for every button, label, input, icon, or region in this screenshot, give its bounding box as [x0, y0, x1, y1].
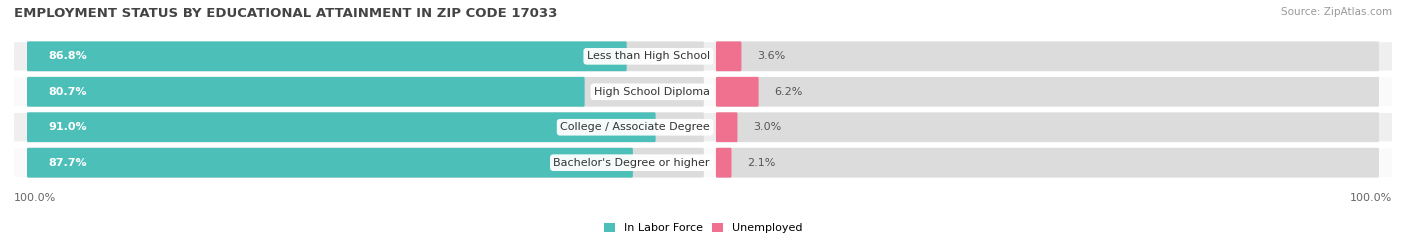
Text: 80.7%: 80.7% [48, 87, 87, 97]
FancyBboxPatch shape [27, 148, 704, 178]
FancyBboxPatch shape [27, 112, 655, 142]
FancyBboxPatch shape [27, 77, 585, 107]
Text: 3.6%: 3.6% [756, 51, 786, 61]
FancyBboxPatch shape [716, 77, 759, 107]
Text: Less than High School: Less than High School [586, 51, 710, 61]
FancyBboxPatch shape [14, 113, 1392, 141]
FancyBboxPatch shape [14, 148, 1392, 177]
FancyBboxPatch shape [27, 41, 627, 71]
FancyBboxPatch shape [716, 41, 1379, 71]
FancyBboxPatch shape [27, 41, 704, 71]
Text: 100.0%: 100.0% [1350, 193, 1392, 203]
Text: 87.7%: 87.7% [48, 158, 87, 168]
Text: 86.8%: 86.8% [48, 51, 87, 61]
FancyBboxPatch shape [27, 112, 704, 142]
Legend: In Labor Force, Unemployed: In Labor Force, Unemployed [599, 218, 807, 233]
Text: 6.2%: 6.2% [775, 87, 803, 97]
FancyBboxPatch shape [716, 41, 741, 71]
Text: College / Associate Degree: College / Associate Degree [560, 122, 710, 132]
Text: 3.0%: 3.0% [754, 122, 782, 132]
Text: EMPLOYMENT STATUS BY EDUCATIONAL ATTAINMENT IN ZIP CODE 17033: EMPLOYMENT STATUS BY EDUCATIONAL ATTAINM… [14, 7, 557, 20]
FancyBboxPatch shape [716, 112, 1379, 142]
Text: 2.1%: 2.1% [747, 158, 776, 168]
FancyBboxPatch shape [716, 148, 731, 178]
Text: High School Diploma: High School Diploma [593, 87, 710, 97]
FancyBboxPatch shape [14, 78, 1392, 106]
Text: 100.0%: 100.0% [14, 193, 56, 203]
Text: Source: ZipAtlas.com: Source: ZipAtlas.com [1281, 7, 1392, 17]
FancyBboxPatch shape [27, 77, 704, 107]
FancyBboxPatch shape [716, 148, 1379, 178]
Text: 91.0%: 91.0% [48, 122, 87, 132]
FancyBboxPatch shape [27, 148, 633, 178]
Text: Bachelor's Degree or higher: Bachelor's Degree or higher [554, 158, 710, 168]
FancyBboxPatch shape [716, 77, 1379, 107]
FancyBboxPatch shape [716, 112, 738, 142]
FancyBboxPatch shape [14, 42, 1392, 71]
